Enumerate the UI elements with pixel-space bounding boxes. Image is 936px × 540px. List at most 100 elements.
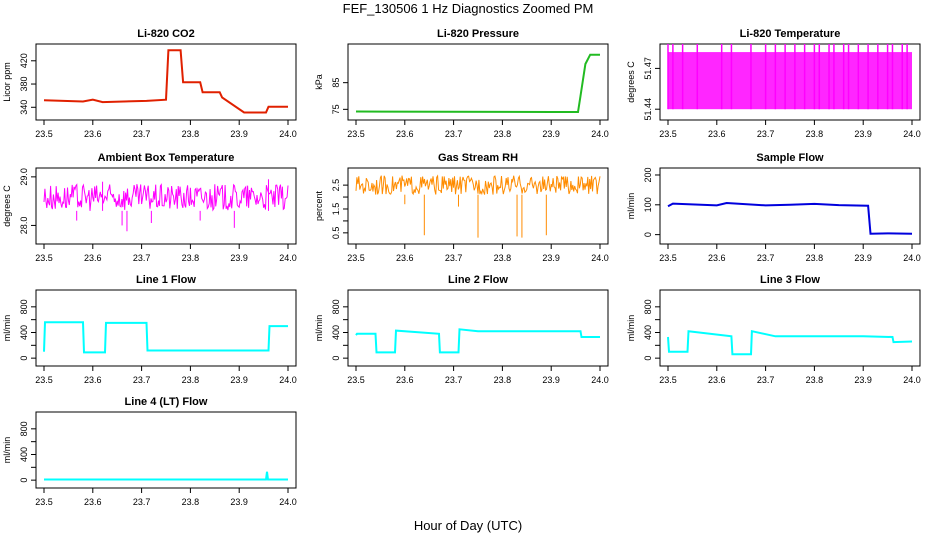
y-axis-label: kPa xyxy=(314,74,324,90)
y-axis-label: ml/min xyxy=(2,315,12,342)
x-tick-label: 23.5 xyxy=(659,375,677,385)
y-tick-label: 0 xyxy=(19,356,29,361)
x-tick-label: 23.9 xyxy=(542,375,560,385)
y-tick-label: 0 xyxy=(331,356,341,361)
series-line xyxy=(44,471,288,481)
y-tick-label: 800 xyxy=(331,299,341,314)
plot-frame xyxy=(35,289,297,367)
x-tick-label: 23.6 xyxy=(84,497,102,507)
x-tick-label: 23.9 xyxy=(230,253,248,263)
x-tick-label: 24.0 xyxy=(279,129,297,139)
y-tick-label: 400 xyxy=(19,325,29,340)
y-tick-label: 0 xyxy=(19,478,29,483)
data-layer xyxy=(355,174,601,238)
series-noise-line xyxy=(43,183,289,212)
series-line xyxy=(667,329,913,356)
plot-frame xyxy=(347,43,609,121)
x-tick-label: 23.7 xyxy=(757,129,775,139)
x-tick-label: 24.0 xyxy=(279,375,297,385)
x-tick-label: 23.6 xyxy=(84,375,102,385)
y-tick-label: 2.5 xyxy=(331,179,341,192)
y-tick-label: 200 xyxy=(643,167,653,182)
series-line xyxy=(43,321,288,354)
x-tick-label: 23.5 xyxy=(347,375,365,385)
y-tick-label: 800 xyxy=(643,299,653,314)
x-axis-caption: Hour of Day (UTC) xyxy=(413,518,523,533)
panel-title: Line 1 Flow xyxy=(136,274,196,286)
y-tick-label: 0.5 xyxy=(331,227,341,240)
x-tick-label: 23.5 xyxy=(347,253,365,263)
data-layer xyxy=(43,179,289,232)
x-tick-label: 23.7 xyxy=(133,497,151,507)
x-tick-label: 23.5 xyxy=(35,129,53,139)
x-tick-label: 23.9 xyxy=(230,497,248,507)
x-tick-label: 23.8 xyxy=(806,375,824,385)
page-title: FEF_130506 1 Hz Diagnostics Zoomed PM xyxy=(342,1,594,16)
x-tick-label: 23.5 xyxy=(35,497,53,507)
y-tick-label: 28.0 xyxy=(19,217,29,235)
x-tick-label: 23.9 xyxy=(854,375,872,385)
x-tick-label: 23.5 xyxy=(659,129,677,139)
series-fill xyxy=(668,52,912,110)
panel-title: Li-820 Temperature xyxy=(740,28,841,40)
x-tick-label: 23.6 xyxy=(708,253,726,263)
x-tick-label: 23.8 xyxy=(494,375,512,385)
x-tick-label: 24.0 xyxy=(591,253,609,263)
x-tick-label: 23.7 xyxy=(133,375,151,385)
x-tick-label: 23.5 xyxy=(659,253,677,263)
series-line xyxy=(355,53,600,113)
panel: Line 2 Flow ml/min 23.5 23.6 23.7 23.8 23.9 24.… xyxy=(314,274,609,385)
x-tick-label: 23.6 xyxy=(708,129,726,139)
y-tick-label: 400 xyxy=(19,447,29,462)
plot-frame xyxy=(35,411,297,489)
y-tick-label: 29.0 xyxy=(19,168,29,186)
plot-frame xyxy=(347,289,609,367)
y-tick-label: 0 xyxy=(643,232,653,237)
x-tick-label: 23.8 xyxy=(494,253,512,263)
x-tick-label: 23.9 xyxy=(854,129,872,139)
panel-title: Li-820 Pressure xyxy=(437,28,519,40)
y-axis-label: degrees C xyxy=(2,185,12,227)
x-tick-label: 23.7 xyxy=(445,129,463,139)
x-tick-label: 23.7 xyxy=(757,253,775,263)
x-tick-label: 23.6 xyxy=(396,375,414,385)
x-tick-label: 23.9 xyxy=(542,253,560,263)
y-axis-label: ml/min xyxy=(626,315,636,342)
y-axis-label: ml/min xyxy=(314,315,324,342)
series-line xyxy=(43,49,288,114)
panel: Li-820 Temperature degrees C 23.5 23.6 23.7 2… xyxy=(626,28,921,139)
y-tick-label: 380 xyxy=(19,77,29,92)
y-tick-label: 51.47 xyxy=(643,57,653,80)
panel: Sample Flow ml/min 23.5 23.6 23.7 23.8 23.9 24.… xyxy=(626,152,921,263)
y-tick-label: 85 xyxy=(331,78,341,88)
y-axis-label: ml/min xyxy=(2,437,12,464)
y-axis-label: percent xyxy=(314,190,324,221)
panel-title: Line 2 Flow xyxy=(448,274,508,286)
y-tick-label: 400 xyxy=(331,325,341,340)
plot-frame xyxy=(659,167,921,245)
data-layer xyxy=(667,329,913,356)
panel-title: Sample Flow xyxy=(756,152,824,164)
series-noise-line xyxy=(355,174,601,196)
x-tick-label: 23.8 xyxy=(182,375,200,385)
panel: Li-820 Pressure kPa 23.5 23.6 23.7 23.8 23.9 24… xyxy=(314,28,609,139)
x-tick-label: 23.8 xyxy=(806,253,824,263)
panel-title: Line 4 (LT) Flow xyxy=(125,396,208,408)
x-tick-label: 23.5 xyxy=(35,375,53,385)
y-tick-label: 400 xyxy=(643,325,653,340)
panel-title: Ambient Box Temperature xyxy=(98,152,235,164)
x-tick-label: 23.8 xyxy=(182,253,200,263)
y-axis-label: degrees C xyxy=(626,61,636,103)
y-tick-label: 800 xyxy=(19,421,29,436)
x-tick-label: 23.7 xyxy=(133,129,151,139)
panel-title: Li-820 CO2 xyxy=(137,28,194,40)
x-tick-label: 24.0 xyxy=(903,253,921,263)
x-tick-label: 24.0 xyxy=(591,129,609,139)
x-tick-label: 23.9 xyxy=(854,253,872,263)
y-tick-label: 1.5 xyxy=(331,203,341,216)
plot-frame xyxy=(659,43,921,121)
x-tick-label: 23.9 xyxy=(230,375,248,385)
x-tick-label: 23.8 xyxy=(182,129,200,139)
data-layer xyxy=(667,201,913,235)
y-tick-label: 420 xyxy=(19,53,29,68)
